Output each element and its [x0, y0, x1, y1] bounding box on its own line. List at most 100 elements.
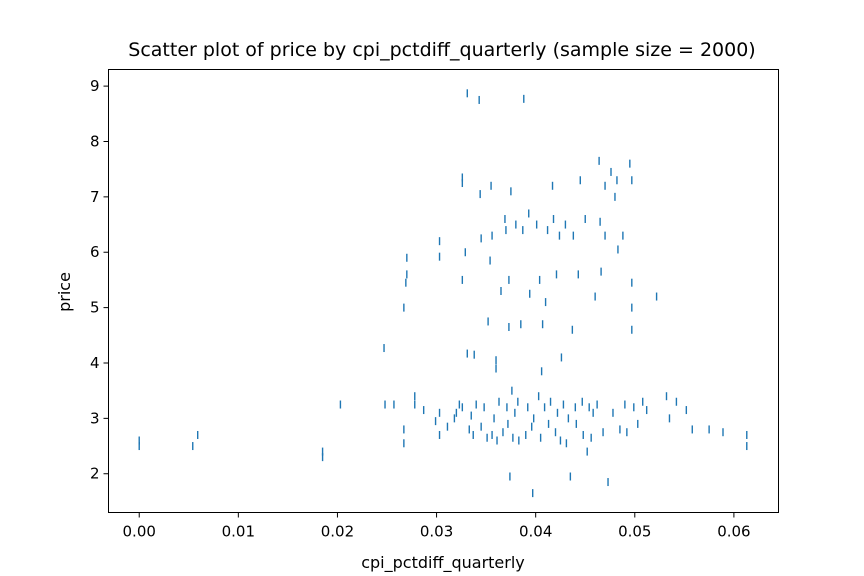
scatter-point [522, 226, 524, 235]
scatter-point [406, 270, 408, 279]
scatter-point [746, 430, 748, 439]
scatter-point [529, 289, 531, 298]
scatter-point [588, 403, 590, 412]
scatter-point [569, 472, 572, 481]
y-tick-label: 2 [90, 465, 100, 483]
scatter-point [562, 400, 565, 409]
scatter-point [546, 226, 549, 235]
scatter-point [668, 414, 671, 423]
scatter-point [574, 403, 577, 412]
scatter-point [642, 397, 644, 406]
axes-frame [108, 69, 779, 513]
scatter-point [507, 419, 509, 428]
scatter-point [525, 430, 527, 439]
scatter-point [633, 403, 635, 412]
y-tick-label: 6 [90, 243, 100, 261]
scatter-point [498, 397, 500, 406]
scatter-point [466, 89, 468, 98]
scatter-point [138, 442, 140, 451]
scatter-point [559, 436, 562, 445]
scatter-point [480, 234, 482, 243]
y-tick-label: 8 [90, 132, 100, 150]
scatter-point [584, 215, 586, 224]
scatter-point [508, 322, 510, 331]
scatter-point [691, 425, 693, 434]
scatter-point [631, 278, 633, 287]
scatter-point [491, 231, 493, 240]
scatter-point [464, 248, 466, 257]
scatter-point [505, 226, 507, 235]
scatter-point [567, 414, 570, 423]
scatter-point [675, 397, 678, 406]
scatter-point [434, 417, 437, 426]
scatter-point [544, 298, 547, 307]
scatter-point [468, 425, 470, 434]
scatter-point [506, 403, 508, 412]
scatter-point [461, 173, 464, 182]
scatter-point [490, 181, 492, 190]
scatter-point [486, 433, 488, 442]
scatter-point [556, 408, 559, 417]
x-tick-label: 0.05 [618, 523, 651, 541]
y-tick-label: 9 [90, 77, 100, 95]
scatter-point [403, 303, 405, 312]
scatter-point [511, 386, 513, 395]
scatter-point [541, 320, 544, 329]
scatter-point [607, 478, 609, 487]
scatter-point [554, 428, 557, 437]
scatter-point [438, 252, 441, 261]
x-tick-label: 0.01 [222, 523, 255, 541]
y-tick-label: 7 [90, 188, 100, 206]
scatter-point [564, 220, 567, 229]
x-tick-label: 0.03 [420, 523, 453, 541]
scatter-point [517, 397, 519, 406]
chart-title: Scatter plot of price by cpi_pctdiff_qua… [128, 39, 755, 61]
scatter-point [685, 406, 688, 415]
scatter-point [504, 215, 506, 224]
scatter-point [610, 167, 612, 176]
scatter-point [538, 275, 541, 284]
scatter-point [473, 350, 475, 359]
scatter-point [665, 392, 668, 401]
scatter-point [575, 419, 578, 428]
y-tick-label: 5 [90, 299, 100, 317]
scatter-point [455, 408, 458, 417]
scatter-point [592, 408, 594, 417]
scatter-point [631, 325, 633, 334]
scatter-point [138, 436, 140, 445]
y-axis-ticks: 2 3 4 5 6 7 8 9 [90, 77, 109, 483]
scatter-point [438, 237, 441, 246]
scatter-point [514, 408, 516, 417]
scatter-point [547, 419, 550, 428]
scatter-point [405, 278, 407, 287]
scatter-point [604, 231, 606, 240]
scatter-point [614, 192, 616, 201]
x-axis-ticks: 0.00 0.01 0.02 0.03 0.04 0.05 0.06 [123, 512, 751, 541]
scatter-point [414, 392, 416, 401]
scatter-point [461, 275, 464, 284]
scatter-point [571, 325, 574, 334]
scatter-point [483, 403, 485, 412]
scatter-point [549, 397, 552, 406]
scatter-point [645, 406, 648, 415]
scatter-point [495, 364, 497, 373]
scatter-point [512, 433, 514, 442]
scatter-point [624, 400, 626, 409]
scatter-point [537, 392, 540, 401]
y-tick-label: 3 [90, 409, 100, 427]
x-axis-label: cpi_pctdiff_quarterly [361, 553, 525, 573]
scatter-point [458, 400, 461, 409]
scatter-point [581, 397, 583, 406]
scatter-point [558, 231, 561, 240]
scatter-point [637, 419, 639, 428]
scatter-point [414, 400, 416, 409]
scatter-point [339, 400, 342, 409]
x-tick-label: 0.06 [717, 523, 750, 541]
x-tick-label: 0.04 [519, 523, 552, 541]
scatter-point [403, 425, 405, 434]
x-tick-label: 0.02 [321, 523, 354, 541]
scatter-point [598, 156, 600, 165]
scatter-point [626, 428, 628, 437]
scatter-point [531, 422, 533, 431]
